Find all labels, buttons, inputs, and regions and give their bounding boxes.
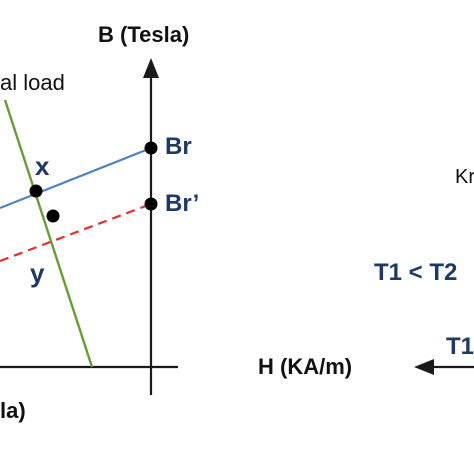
b-axis-label: B (Tesla) — [98, 22, 189, 47]
point-br-prime — [144, 197, 158, 211]
point-br — [144, 141, 158, 155]
y-point-label: y — [30, 258, 45, 288]
b-axis-arrowhead — [143, 58, 159, 78]
t1-partial-label: T1 — [446, 333, 474, 360]
h-axis-label: H (KA/m) — [258, 354, 352, 379]
br-prime-label: Br’ — [165, 190, 199, 217]
bottom-left-label: la) — [0, 398, 26, 423]
h-axis-right-arrowhead — [414, 359, 434, 375]
demag-curve-br-prime — [0, 202, 152, 263]
point-y — [46, 209, 60, 223]
x-point-label: x — [35, 151, 50, 181]
load-line-label: al load — [0, 70, 65, 95]
point-x — [29, 184, 43, 198]
br-label: Br — [165, 133, 192, 160]
temperature-compare-label: T1 < T2 — [374, 259, 457, 286]
load-line — [3, 99, 94, 368]
demag-curve-br — [0, 146, 152, 210]
kr-partial-label: Kr — [455, 166, 474, 188]
